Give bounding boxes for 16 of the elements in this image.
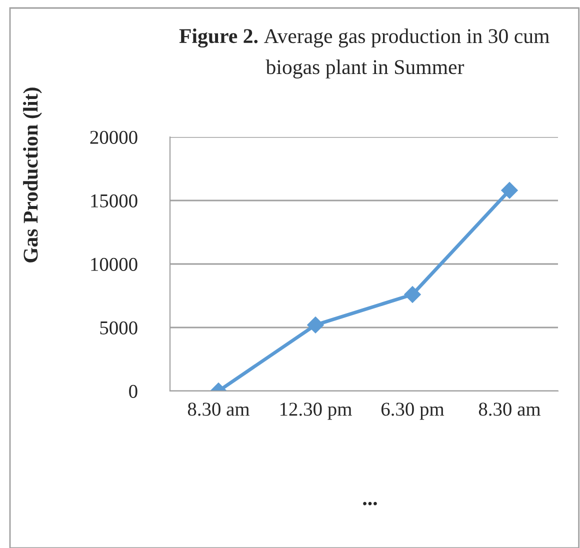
y-tick-label: 20000	[90, 130, 138, 144]
x-tick-label: 8.30 am	[188, 402, 250, 416]
y-tick-label: 10000	[91, 258, 138, 271]
point	[404, 286, 421, 303]
y-tick-label: 0	[129, 384, 138, 398]
x-tick-label: 6.30 pm	[381, 402, 444, 420]
text: ...	[363, 502, 377, 506]
chart-title: Figure 2.	[179, 28, 258, 48]
chart-subtitle: Average gas production in 30 cum biogas plant in Summer	[264, 28, 550, 78]
y-axis-title: Gas Production (lit)	[23, 88, 42, 262]
point	[501, 182, 518, 199]
y-tick-label: 5000	[100, 321, 138, 334]
x-tick-label: 12.30 pm	[280, 402, 352, 420]
x-tick-label: 8.30 am	[478, 402, 541, 416]
y-tick-label: 15000	[91, 194, 138, 208]
point	[307, 316, 324, 334]
